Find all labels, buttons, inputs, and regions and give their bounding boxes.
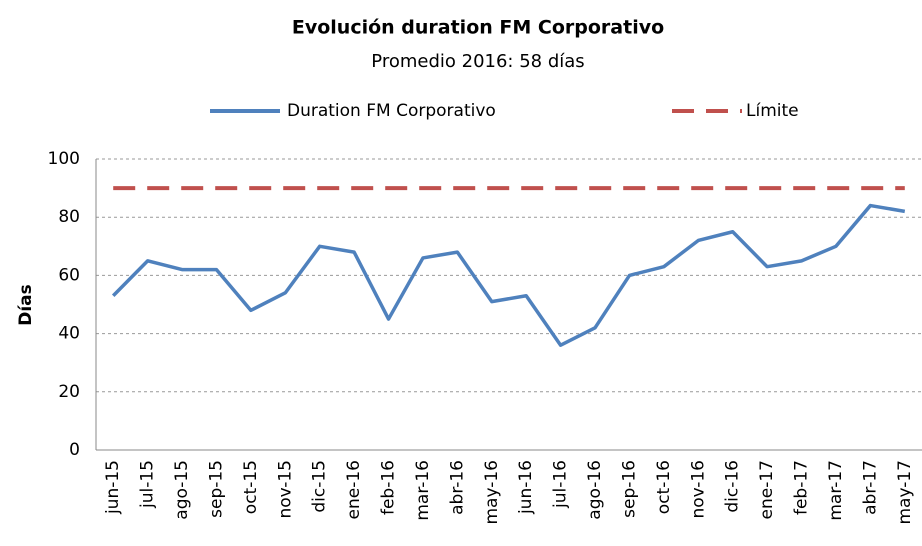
y-tick-label: 0 bbox=[69, 440, 80, 460]
chart-subtitle: Promedio 2016: 58 días bbox=[371, 51, 584, 72]
x-tick-label: jun-15 bbox=[103, 460, 123, 515]
x-tick-label: jul-16 bbox=[551, 460, 571, 509]
x-tick-label: may-16 bbox=[482, 460, 502, 525]
x-tick-label: jul-15 bbox=[138, 460, 158, 509]
x-tick-label: nov-16 bbox=[688, 460, 708, 519]
x-tick-label: feb-17 bbox=[792, 460, 812, 515]
y-axis-label: Días bbox=[16, 284, 36, 326]
legend-label: Duration FM Corporativo bbox=[287, 101, 496, 121]
x-tick-label: dic-15 bbox=[310, 460, 330, 513]
x-tick-label: abr-16 bbox=[447, 460, 467, 515]
chart-title: Evolución duration FM Corporativo bbox=[292, 17, 664, 39]
x-tick-label: mar-16 bbox=[413, 460, 433, 521]
y-tick-label: 40 bbox=[58, 324, 80, 344]
x-tick-label: mar-17 bbox=[826, 460, 846, 521]
x-tick-label: oct-15 bbox=[241, 460, 261, 514]
x-tick-label: abr-17 bbox=[860, 460, 880, 515]
y-tick-label: 20 bbox=[58, 382, 80, 402]
x-tick-label: sep-15 bbox=[206, 460, 226, 518]
y-tick-label: 80 bbox=[58, 207, 80, 227]
x-tick-label: ago-15 bbox=[172, 460, 192, 520]
x-tick-label: ene-16 bbox=[344, 460, 364, 519]
x-tick-label: sep-16 bbox=[619, 460, 639, 518]
x-tick-label: feb-16 bbox=[379, 460, 399, 515]
y-tick-label: 60 bbox=[58, 265, 80, 285]
legend-label: Límite bbox=[746, 101, 799, 121]
x-tick-label: jun-16 bbox=[516, 460, 536, 515]
x-tick-label: may-17 bbox=[895, 460, 915, 525]
x-tick-label: nov-15 bbox=[275, 460, 295, 519]
series-line bbox=[111, 203, 906, 347]
x-tick-label: dic-16 bbox=[723, 460, 743, 513]
x-tick-label: ene-17 bbox=[757, 460, 777, 519]
x-tick-label: ago-16 bbox=[585, 460, 605, 520]
y-tick-label: 100 bbox=[48, 149, 80, 169]
x-tick-label: oct-16 bbox=[654, 460, 674, 514]
